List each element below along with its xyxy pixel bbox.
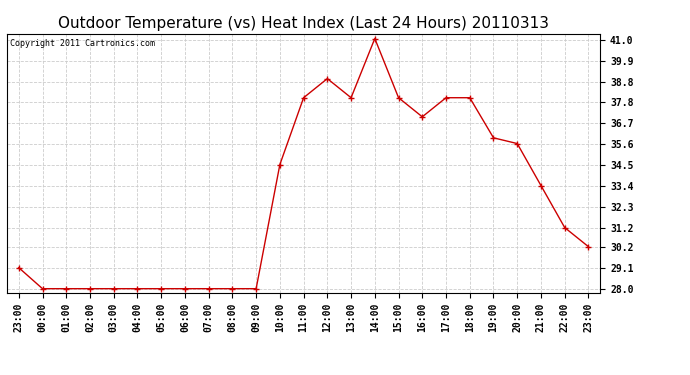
Title: Outdoor Temperature (vs) Heat Index (Last 24 Hours) 20110313: Outdoor Temperature (vs) Heat Index (Las…	[58, 16, 549, 31]
Text: Copyright 2011 Cartronics.com: Copyright 2011 Cartronics.com	[10, 39, 155, 48]
